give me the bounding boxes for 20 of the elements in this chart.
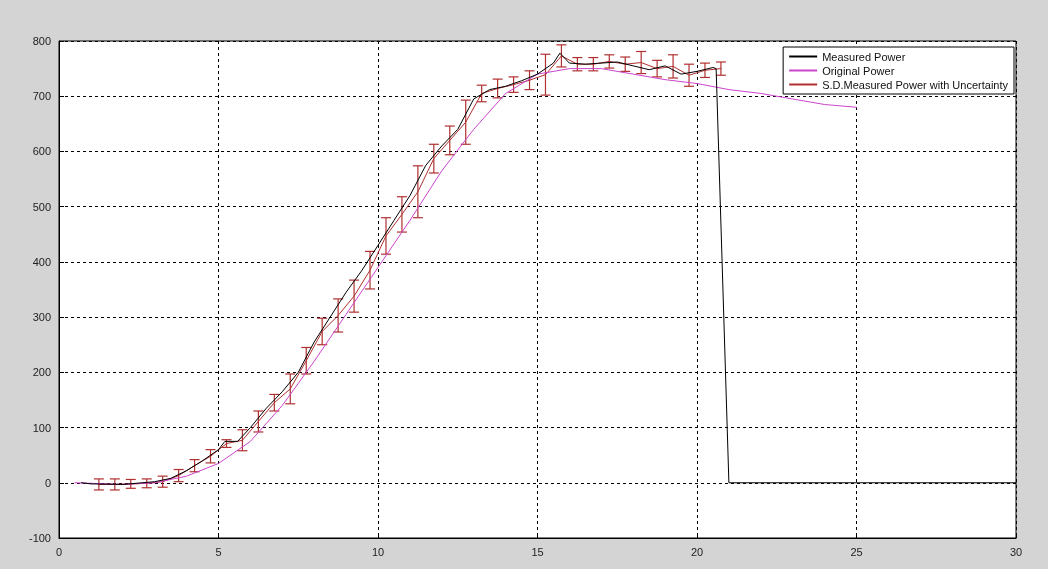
x-tick-label: 20 <box>690 545 704 558</box>
x-tick-label: 15 <box>531 545 544 558</box>
y-tick-label: 100 <box>32 421 51 434</box>
y-tick-label: 400 <box>32 255 51 268</box>
x-tick-label: 0 <box>55 545 63 558</box>
x-tick-label: 5 <box>215 545 222 558</box>
legend-label: S.D.Measured Power with Uncertainty <box>822 78 1009 91</box>
y-tick-label: -100 <box>28 532 51 544</box>
legend-label: Original Power <box>822 64 895 77</box>
x-tick-label: 10 <box>371 545 385 558</box>
y-tick-label: 0 <box>44 476 51 489</box>
y-tick-label: 800 <box>32 35 51 47</box>
x-tick-label: 30 <box>1009 545 1023 558</box>
y-tick-label: 600 <box>32 145 51 158</box>
y-tick-label: 200 <box>32 366 51 379</box>
y-tick-label: 500 <box>32 200 51 213</box>
x-tick-label: 25 <box>850 545 863 558</box>
legend-label: Measured Power <box>822 50 906 63</box>
y-tick-label: 300 <box>32 311 51 324</box>
y-tick-label: 700 <box>32 90 51 103</box>
